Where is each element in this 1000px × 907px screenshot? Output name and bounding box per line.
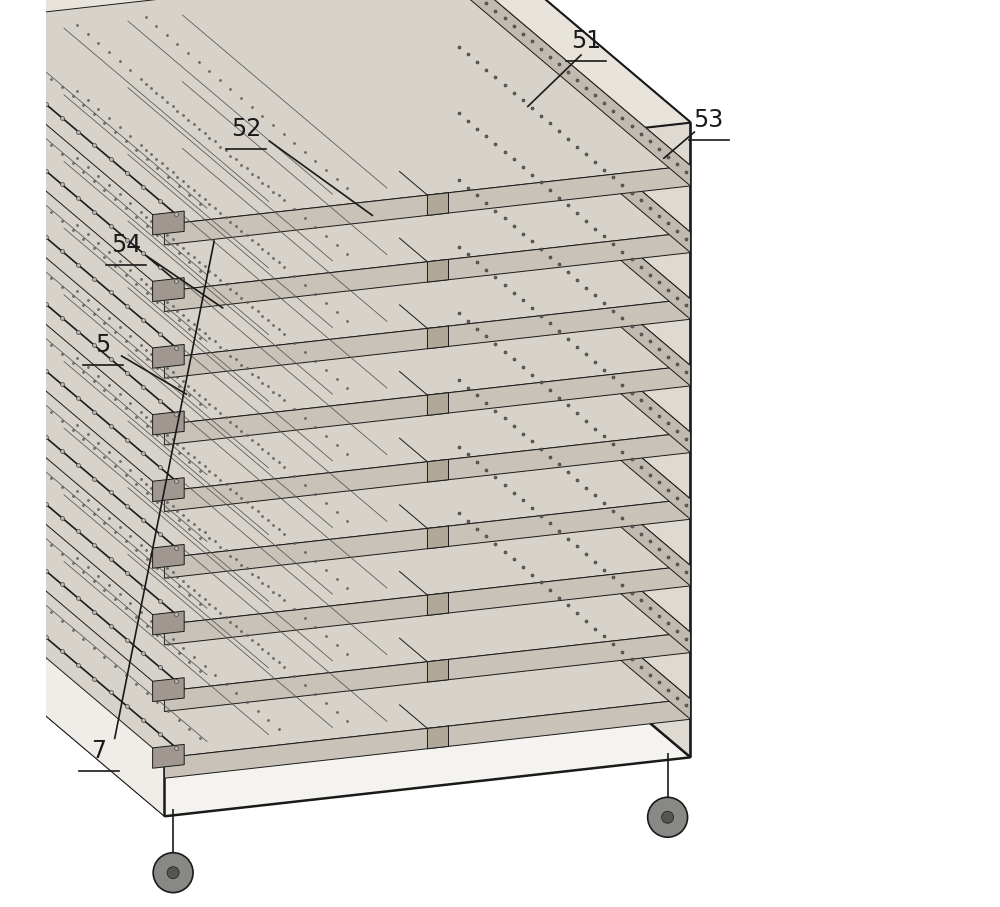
Polygon shape [153,478,184,502]
Text: 5: 5 [95,333,110,356]
Polygon shape [153,278,184,301]
Polygon shape [455,33,690,252]
Circle shape [167,867,179,879]
Circle shape [153,853,193,892]
Polygon shape [164,499,690,579]
Polygon shape [153,611,184,635]
Polygon shape [427,259,448,282]
Circle shape [440,624,452,636]
Text: 52: 52 [231,117,261,141]
Circle shape [648,797,688,837]
Polygon shape [0,0,690,181]
Text: 53: 53 [693,108,724,132]
Polygon shape [0,299,690,558]
Polygon shape [455,0,690,757]
Polygon shape [427,593,448,615]
Polygon shape [164,299,690,378]
Polygon shape [455,366,690,586]
Polygon shape [455,100,690,319]
Polygon shape [164,632,690,711]
Polygon shape [153,211,184,235]
Polygon shape [427,393,448,415]
Polygon shape [427,192,448,216]
Polygon shape [427,659,448,682]
Polygon shape [427,726,448,749]
Polygon shape [0,0,690,225]
Polygon shape [164,232,690,311]
Polygon shape [153,345,184,368]
Polygon shape [0,33,690,291]
Polygon shape [455,433,690,653]
Polygon shape [0,366,690,625]
Polygon shape [427,526,448,549]
Polygon shape [0,100,690,358]
Text: 51: 51 [571,29,601,53]
Polygon shape [455,166,690,386]
Polygon shape [0,233,690,492]
Polygon shape [153,544,184,568]
Polygon shape [164,122,690,816]
Polygon shape [153,745,184,768]
Circle shape [662,811,674,824]
Text: 54: 54 [111,233,141,257]
Circle shape [193,644,205,657]
Polygon shape [455,233,690,453]
Polygon shape [164,366,690,445]
Polygon shape [455,500,690,719]
Polygon shape [455,0,690,186]
Polygon shape [0,500,690,758]
Polygon shape [427,459,448,483]
Polygon shape [0,433,690,691]
Polygon shape [0,166,690,424]
Polygon shape [153,411,184,435]
Polygon shape [164,566,690,645]
Polygon shape [455,299,690,519]
Polygon shape [164,699,690,778]
Polygon shape [427,326,448,348]
Text: 7: 7 [92,739,107,763]
Circle shape [426,610,466,649]
Polygon shape [164,166,690,245]
Polygon shape [153,678,184,702]
Polygon shape [164,433,690,512]
Polygon shape [0,0,164,816]
Circle shape [179,630,219,670]
